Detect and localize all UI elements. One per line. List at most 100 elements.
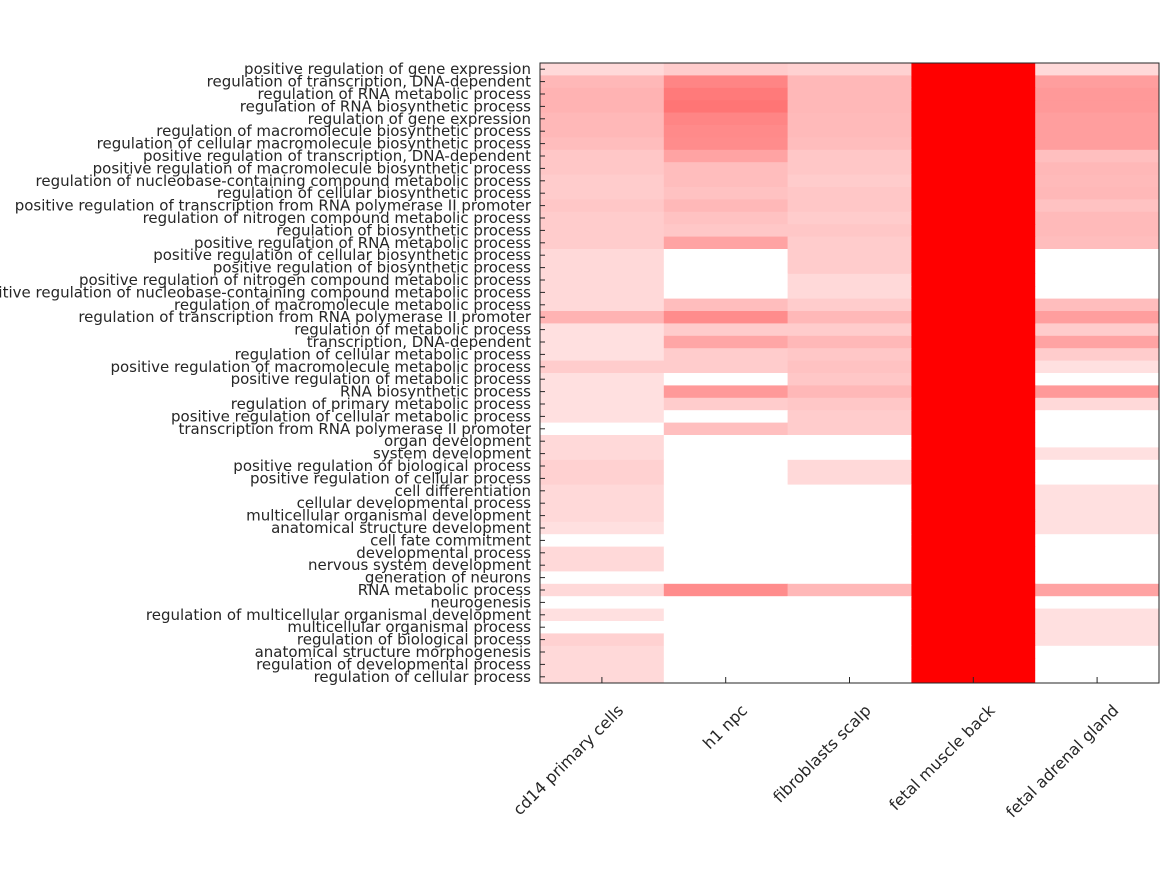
- heatmap-cell: [787, 162, 912, 176]
- heatmap-cell: [787, 633, 912, 647]
- heatmap-cell: [663, 571, 789, 585]
- heatmap-cell: [663, 261, 789, 275]
- heatmap-cell: [1035, 261, 1160, 275]
- heatmap-cell: [663, 633, 789, 647]
- column-label: fetal muscle back: [885, 700, 999, 814]
- heatmap-cell: [663, 211, 789, 225]
- heatmap-cell: [1035, 273, 1160, 287]
- row-label: positive regulation of macromolecule bio…: [93, 159, 532, 177]
- row-label: regulation of primary metabolic process: [231, 395, 531, 413]
- heatmap-cell: [540, 261, 665, 275]
- heatmap-cell: [787, 397, 912, 411]
- heatmap-cell: [1035, 112, 1160, 126]
- heatmap-cell: [663, 311, 789, 324]
- heatmap-cell: [787, 521, 912, 535]
- heatmap-cell: [1035, 224, 1160, 238]
- heatmap-cell: [540, 311, 665, 324]
- heatmap-cell: [1035, 447, 1160, 461]
- heatmap-cell: [1035, 435, 1160, 448]
- row-label: cell differentiation: [395, 482, 531, 500]
- heatmap-cell: [911, 187, 1036, 200]
- heatmap-cell: [911, 596, 1036, 610]
- heatmap-cell: [663, 149, 789, 163]
- row-label: regulation of nitrogen compound metaboli…: [143, 209, 532, 227]
- heatmap-cell: [663, 534, 789, 548]
- heatmap-cell: [540, 521, 665, 535]
- row-label: multicellular organismal development: [246, 507, 531, 525]
- heatmap-cell: [663, 125, 789, 138]
- heatmap-cell: [911, 224, 1036, 238]
- heatmap-cell: [911, 360, 1036, 374]
- heatmap-cell: [787, 112, 912, 126]
- heatmap-cell: [663, 100, 789, 114]
- heatmap-cell: [540, 199, 665, 213]
- heatmap-cell: [787, 323, 912, 337]
- row-label: neurogenesis: [430, 593, 531, 611]
- row-label: regulation of macromolecule biosynthetic…: [156, 122, 531, 140]
- heatmap-cell: [663, 199, 789, 213]
- heatmap-cell: [787, 236, 912, 250]
- heatmap-cell: [1035, 509, 1160, 523]
- heatmap-cell: [787, 348, 912, 362]
- column-label: h1 npc: [699, 701, 751, 753]
- row-label: cellular developmental process: [297, 494, 532, 512]
- heatmap-cell: [1035, 335, 1160, 349]
- heatmap-cell: [911, 435, 1036, 448]
- heatmap-cell: [787, 534, 912, 548]
- heatmap-cell: [911, 211, 1036, 225]
- heatmap-cell: [911, 249, 1036, 262]
- row-label: regulation of cellular metabolic process: [235, 345, 532, 363]
- heatmap-cell: [663, 273, 789, 287]
- row-label: multicellular organismal process: [287, 618, 531, 636]
- heatmap-cell: [1035, 125, 1160, 138]
- heatmap-cell: [1035, 348, 1160, 362]
- heatmap-cell: [540, 621, 665, 634]
- heatmap-cell: [787, 311, 912, 324]
- heatmap-cell: [540, 497, 665, 510]
- row-labels: positive regulation of gene expressionre…: [0, 60, 545, 686]
- row-label: regulation of gene expression: [308, 110, 531, 128]
- heatmap-cell: [540, 645, 665, 659]
- heatmap-cell: [1035, 298, 1160, 312]
- heatmap-cell: [663, 546, 789, 560]
- heatmap-cell: [1035, 100, 1160, 114]
- heatmap-cell: [911, 608, 1036, 622]
- heatmap-cell: [787, 509, 912, 523]
- heatmap-cell: [911, 645, 1036, 659]
- heatmap-cell: [787, 447, 912, 461]
- heatmap-cell: [1035, 521, 1160, 535]
- row-label: positive regulation of RNA metabolic pro…: [194, 234, 531, 252]
- heatmap-cell: [787, 249, 912, 262]
- heatmap-cell: [911, 633, 1036, 647]
- heatmap-cell: [911, 509, 1036, 523]
- heatmap-cell: [787, 645, 912, 659]
- heatmap-cell: [1035, 397, 1160, 411]
- heatmap-cell: [787, 546, 912, 560]
- heatmap-cell: [540, 335, 665, 349]
- heatmap-cell: [911, 459, 1036, 473]
- heatmap-cell: [1035, 472, 1160, 486]
- heatmap-cell: [911, 335, 1036, 349]
- heatmap-cell: [663, 521, 789, 535]
- row-label: anatomical structure development: [271, 519, 531, 537]
- column-label: fetal adrenal gland: [1002, 701, 1122, 821]
- heatmap-cell: [540, 608, 665, 622]
- heatmap-cell: [1035, 63, 1160, 76]
- heatmap-cell: [787, 410, 912, 424]
- row-label: anatomical structure morphogenesis: [255, 643, 532, 661]
- heatmap-cell: [540, 459, 665, 473]
- heatmap-cell: [911, 348, 1036, 362]
- heatmap-cell: [787, 261, 912, 275]
- heatmap-cell: [663, 397, 789, 411]
- heatmap-cell: [787, 63, 912, 76]
- heatmap-cell: [1035, 385, 1160, 399]
- heatmap-cell: [911, 559, 1036, 572]
- row-label: regulation of transcription from RNA pol…: [78, 308, 531, 326]
- heatmap-cell: [1035, 236, 1160, 250]
- heatmap-cell: [663, 509, 789, 523]
- row-label: positive regulation of nucleobase-contai…: [0, 283, 531, 301]
- column-label: fibroblasts scalp: [769, 701, 875, 807]
- heatmap-cell: [663, 385, 789, 399]
- heatmap-cell: [663, 472, 789, 486]
